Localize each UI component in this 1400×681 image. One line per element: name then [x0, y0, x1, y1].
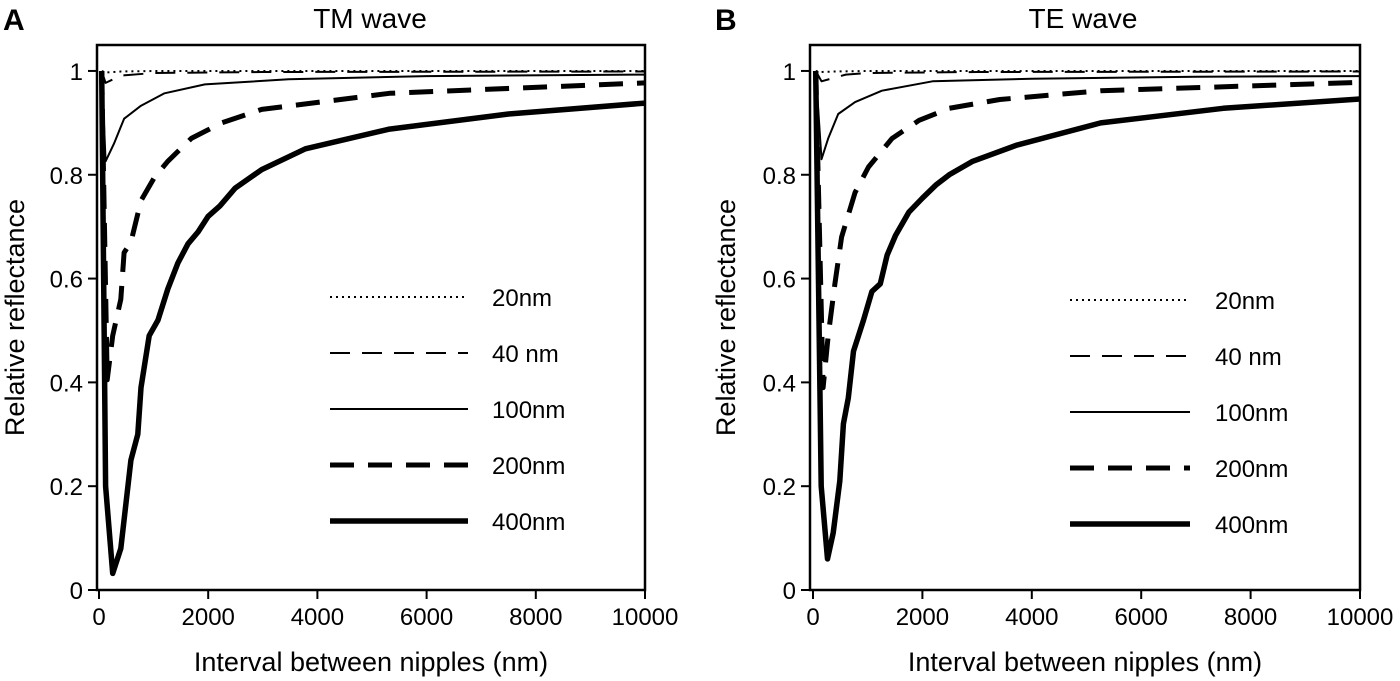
y-tick-label: 0.6	[763, 267, 796, 294]
series-line-20nm	[815, 70, 1360, 73]
series-line-200nm	[813, 70, 1360, 391]
y-tick-label: 0.4	[50, 370, 83, 397]
legend-label: 100nm	[492, 397, 565, 424]
x-tick-label: 6000	[1115, 604, 1168, 631]
x-axis-label: Interval between nipples (nm)	[908, 647, 1262, 677]
legend-label: 200nm	[492, 453, 565, 480]
series-line-200nm	[99, 70, 645, 383]
legend-label: 20nm	[492, 285, 552, 312]
x-tick-label: 6000	[400, 604, 453, 631]
legend-label: 40 nm	[1215, 344, 1282, 371]
series-line-400nm	[98, 70, 645, 577]
y-tick-label: 0.8	[763, 163, 796, 190]
x-tick-label: 4000	[1005, 604, 1058, 631]
legend-label: 200nm	[1215, 456, 1288, 483]
x-axis-label: Interval between nipples (nm)	[194, 647, 548, 677]
series-line-100nm	[814, 70, 1360, 161]
x-tick-label: 10000	[1327, 604, 1394, 631]
y-tick-label: 0.8	[50, 163, 83, 190]
y-tick-label: 1	[70, 59, 83, 86]
plot-frame	[95, 43, 647, 592]
legend-label: 400nm	[492, 509, 565, 536]
y-tick-label: 0.2	[763, 474, 796, 501]
y-tick-label: 0.4	[763, 370, 796, 397]
chart-title: TE wave	[1029, 3, 1138, 34]
legend-label: 40 nm	[492, 341, 559, 368]
x-tick-label: 10000	[612, 604, 679, 631]
series-line-100nm	[100, 70, 645, 163]
series-line-40nm	[814, 70, 1360, 83]
y-tick-label: 0	[783, 578, 796, 605]
panel-b: B TE wave 0 0.2 0.4 0.6 0.8 1 0 2000 4000 6000 8000 1…	[711, 3, 1393, 677]
y-tick-label: 0.6	[50, 267, 83, 294]
series-line-400nm	[812, 70, 1360, 562]
x-tick-label: 0	[806, 604, 819, 631]
y-tick-label: 0.2	[50, 474, 83, 501]
y-tick-label: 1	[783, 59, 796, 86]
panel-a: A TM wave 0 0.2 0.4 0.6 0.8 1 0 2000 4000 6000 8000 1…	[0, 3, 678, 677]
series-line-20nm	[101, 70, 645, 74]
x-tick-label: 8000	[1224, 604, 1277, 631]
y-axis-label: Relative reflectance	[0, 199, 30, 436]
x-tick-label: 2000	[896, 604, 949, 631]
legend-label: 20nm	[1215, 288, 1275, 315]
plot-frame	[808, 43, 1362, 592]
x-tick-label: 8000	[509, 604, 562, 631]
x-tick-label: 0	[92, 604, 105, 631]
x-tick-label: 2000	[182, 604, 235, 631]
series-line-40nm	[100, 70, 645, 84]
panel-label: B	[715, 4, 737, 37]
legend-label: 400nm	[1215, 512, 1288, 539]
y-axis-label: Relative reflectance	[711, 199, 741, 436]
panel-label: A	[3, 4, 25, 37]
y-tick-label: 0	[70, 578, 83, 605]
legend-label: 100nm	[1215, 400, 1288, 427]
x-tick-label: 4000	[291, 604, 344, 631]
chart-title: TM wave	[313, 3, 427, 34]
